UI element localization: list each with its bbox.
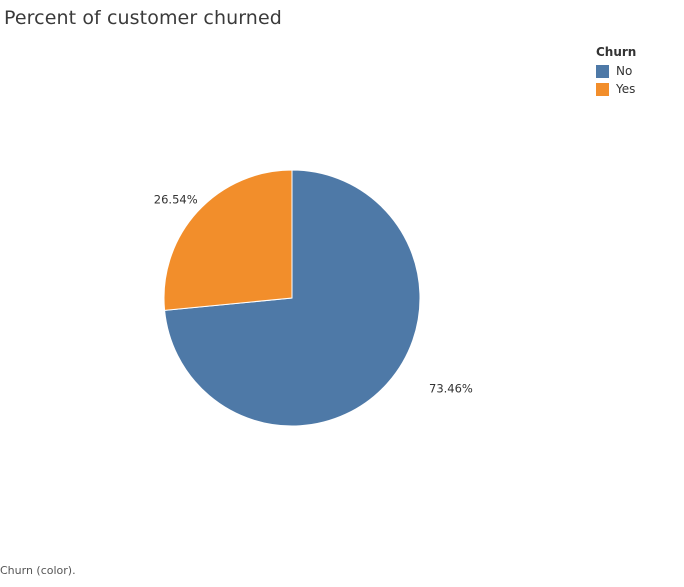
legend: Churn No Yes [596, 45, 636, 98]
legend-item-yes[interactable]: Yes [596, 80, 636, 98]
legend-label-yes: Yes [616, 82, 636, 96]
legend-item-no[interactable]: No [596, 62, 636, 80]
legend-title: Churn [596, 45, 637, 59]
pie-slice-yes[interactable] [163, 169, 293, 311]
footnote: Churn (color). [0, 564, 76, 577]
slice-label-yes: 26.54% [154, 192, 198, 206]
legend-swatch-no [596, 64, 609, 78]
legend-swatch-yes [596, 82, 609, 96]
legend-label-no: No [616, 64, 633, 78]
slice-label-no: 73.46% [429, 382, 473, 396]
chart-title: Percent of customer churned [4, 7, 282, 29]
